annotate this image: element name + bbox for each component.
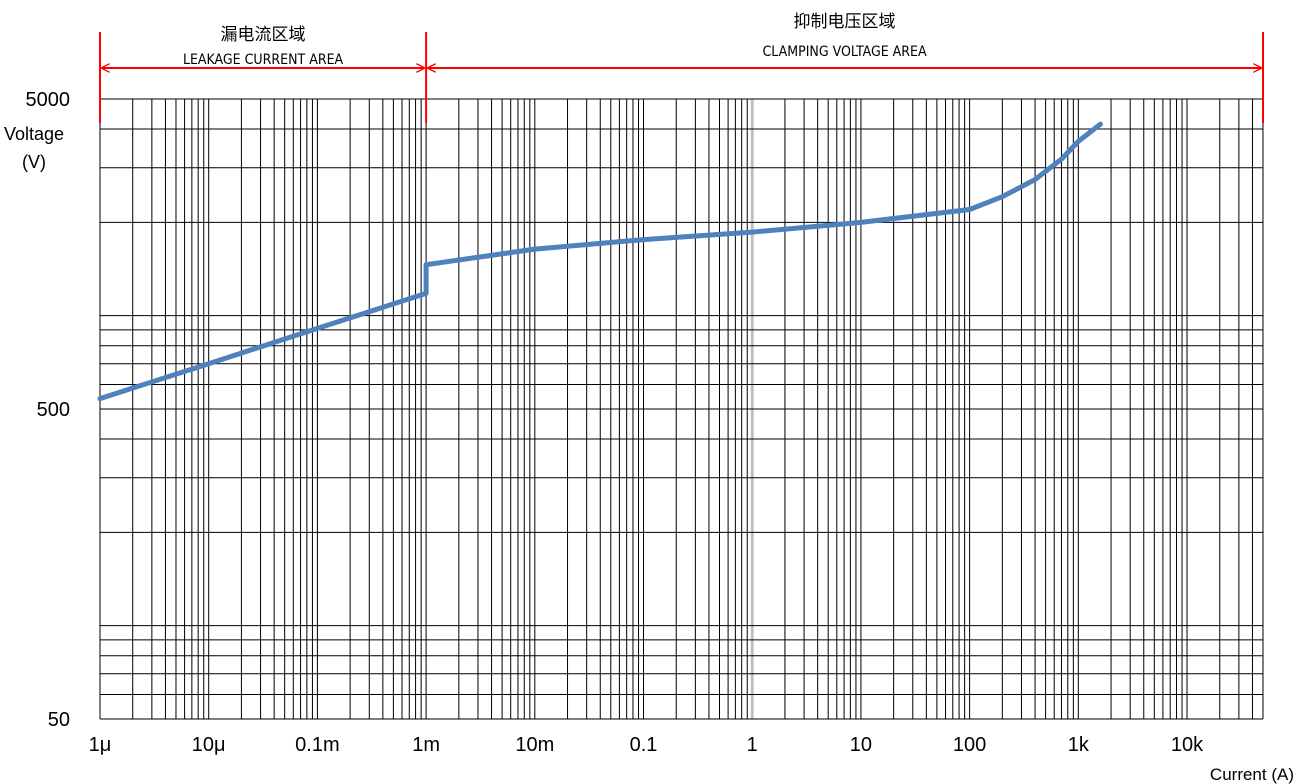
x-axis-title: Current (A) <box>1210 765 1294 784</box>
x-tick-label: 0.1 <box>630 734 658 756</box>
x-tick-label: 1μ <box>89 734 112 756</box>
x-tick-label: 10k <box>1171 734 1204 756</box>
y-tick-label: 500 <box>37 399 70 421</box>
region-annotations: 漏电流区域 LEAKAGE CURRENT AREA 抑制电压区域 CLAMPING … <box>99 12 1264 123</box>
x-tick-label: 0.1m <box>295 734 339 756</box>
x-tick-label: 1k <box>1068 734 1090 756</box>
y-axis-title-line1: Voltage <box>4 124 64 144</box>
leakage-area-title-cn: 漏电流区域 <box>221 25 306 45</box>
curve-layer <box>97 121 1103 402</box>
y-tick-label: 50 <box>48 709 70 731</box>
x-tick-label: 1 <box>747 734 758 756</box>
clamping-area-title-cn: 抑制电压区域 <box>794 12 896 32</box>
clamping-area-title-en: CLAMPING VOLTAGE AREA <box>763 44 927 60</box>
y-axis-title-line2: (V) <box>22 152 46 172</box>
x-tick-label: 1m <box>412 734 440 756</box>
y-tick-label: 5000 <box>26 89 71 111</box>
x-tick-label: 10μ <box>192 734 226 756</box>
x-tick-label: 10m <box>515 734 554 756</box>
vi-curve <box>97 121 1103 402</box>
grid <box>99 98 1264 720</box>
leakage-area-title-en: LEAKAGE CURRENT AREA <box>183 52 344 68</box>
x-tick-label: 100 <box>953 734 986 756</box>
axis-labels: 1μ 10μ 0.1m 1m 10m 0.1 1 10 100 1k 10k 50 500 5000 Vol… <box>4 89 1294 784</box>
x-tick-label: 10 <box>850 734 872 756</box>
